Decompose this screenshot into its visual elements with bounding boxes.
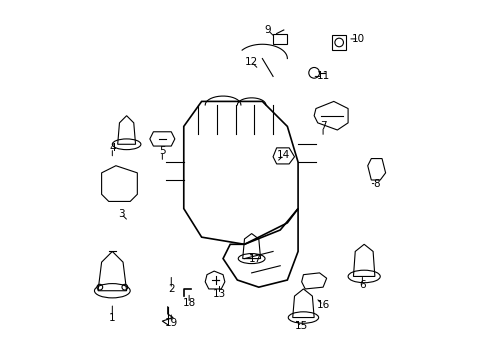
Text: 13: 13 xyxy=(212,289,225,299)
Text: 4: 4 xyxy=(109,143,115,153)
Text: 1: 1 xyxy=(109,312,115,323)
Text: 11: 11 xyxy=(316,71,329,81)
Text: 7: 7 xyxy=(319,121,325,131)
Text: 14: 14 xyxy=(277,150,290,160)
Text: 15: 15 xyxy=(294,321,307,332)
Bar xyxy=(272,33,287,44)
Text: 18: 18 xyxy=(182,298,195,308)
Text: 12: 12 xyxy=(244,57,258,67)
Text: 3: 3 xyxy=(118,209,124,219)
Text: 5: 5 xyxy=(159,147,165,157)
Text: 16: 16 xyxy=(316,300,329,310)
Text: 2: 2 xyxy=(167,284,174,294)
Text: 8: 8 xyxy=(373,179,379,189)
Text: 19: 19 xyxy=(164,318,178,328)
Text: 9: 9 xyxy=(264,25,270,35)
Text: 6: 6 xyxy=(358,280,365,291)
Bar xyxy=(331,35,346,50)
Text: 17: 17 xyxy=(248,253,261,264)
Text: 10: 10 xyxy=(351,34,365,44)
